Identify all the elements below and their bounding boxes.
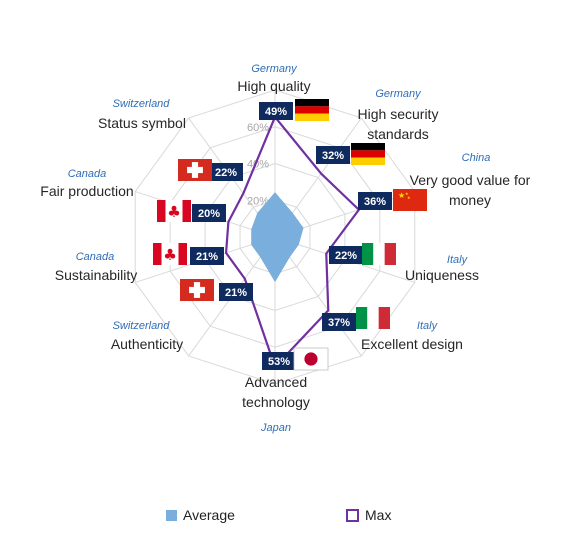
category-label-0: High quality: [237, 78, 310, 94]
country-label-3: Italy: [447, 254, 469, 266]
germany-flag-icon: [295, 99, 329, 121]
country-label-9: Switzerland: [113, 98, 171, 110]
category-label-6: Authenticity: [111, 336, 183, 352]
value-badge-4: [322, 313, 356, 331]
canada-flag-icon: ♣: [157, 200, 191, 222]
category-label-5: Advanced technology: [242, 374, 310, 410]
value-label-2: 36%: [364, 196, 386, 208]
category-label-9: Status symbol: [98, 115, 186, 131]
legend-max-swatch: [346, 508, 359, 522]
category-label-4: Excellent design: [361, 336, 463, 352]
value-label-3: 22%: [335, 250, 357, 262]
country-label-8: Canada: [68, 168, 107, 180]
value-label-6: 21%: [225, 287, 247, 299]
category-label-1: High security standards: [358, 106, 439, 142]
value-badge-0: [259, 102, 293, 120]
value-badge-9: [209, 163, 243, 181]
germany-flag-icon: [351, 143, 385, 165]
svg-text:★: ★: [405, 191, 409, 196]
legend-average-swatch: [166, 509, 177, 521]
radial-tick-label: 40%: [247, 159, 269, 171]
italy-flag-icon: [362, 243, 396, 265]
legend-max: Max: [346, 507, 391, 523]
country-label-2: China: [462, 152, 491, 164]
value-label-5: 53%: [268, 356, 290, 368]
value-label-7: 21%: [196, 251, 218, 263]
value-badge-8: [192, 204, 226, 222]
category-label-3: Uniqueness: [405, 267, 479, 283]
category-label-7: Sustainability: [55, 267, 138, 283]
country-label-1: Germany: [375, 88, 422, 100]
category-label-2: Very good value for money: [410, 172, 531, 208]
country-label-0: Germany: [251, 63, 298, 75]
radial-tick-label: 60%: [247, 122, 269, 134]
svg-text:★: ★: [407, 195, 411, 200]
italy-flag-icon: [356, 307, 390, 329]
switzerland-flag-icon: [180, 279, 214, 301]
country-label-5: Japan: [260, 422, 291, 434]
canada-flag-icon: ♣: [153, 243, 187, 265]
country-label-6: Switzerland: [113, 320, 171, 332]
legend-average-label: Average: [183, 507, 235, 523]
value-badge-2: [358, 192, 392, 210]
china-flag-icon: ★ ★★: [393, 189, 427, 211]
value-label-1: 32%: [322, 150, 344, 162]
country-label-4: Italy: [417, 320, 439, 332]
category-label-8: Fair production: [40, 183, 133, 199]
legend-average: Average: [166, 507, 235, 523]
value-label-0: 49%: [265, 106, 287, 118]
svg-text:♣: ♣: [167, 203, 181, 221]
value-label-4: 37%: [328, 317, 350, 329]
value-badge-3: [329, 246, 363, 264]
legend-max-label: Max: [365, 507, 392, 523]
svg-text:★: ★: [398, 191, 405, 200]
japan-flag-icon: [293, 347, 329, 371]
value-label-8: 20%: [198, 208, 220, 220]
value-label-9: 22%: [215, 167, 237, 179]
value-badge-7: [190, 247, 224, 265]
radial-tick-label: 20%: [247, 195, 269, 207]
svg-text:♣: ♣: [163, 246, 177, 264]
value-badge-5: [262, 352, 296, 370]
country-label-7: Canada: [76, 251, 115, 263]
value-badge-6: [219, 283, 253, 301]
value-badge-1: [316, 146, 350, 164]
switzerland-flag-icon: [178, 159, 212, 181]
